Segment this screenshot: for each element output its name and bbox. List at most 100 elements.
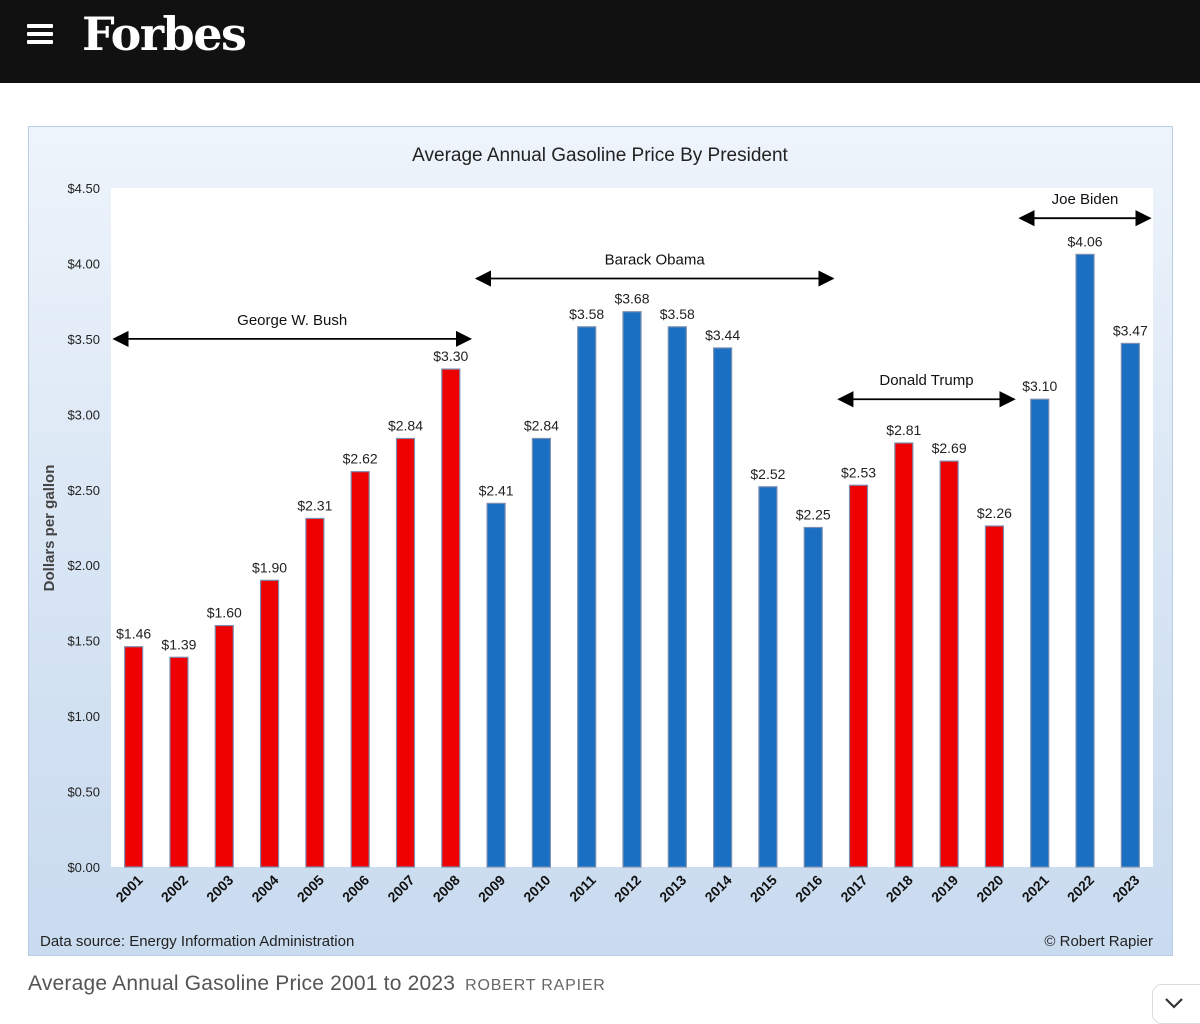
bar-2010 xyxy=(531,437,551,868)
president-annotations: George W. Bush Barack Obama Donald Trump Jo… xyxy=(112,191,1152,408)
x-tick-label: 2015 xyxy=(747,872,780,905)
bar-2004 xyxy=(259,579,280,868)
bars xyxy=(124,253,1140,868)
x-tick-label: 2019 xyxy=(928,872,961,905)
x-tick-label: 2022 xyxy=(1064,872,1097,905)
value-label: $2.53 xyxy=(841,464,876,480)
value-label: $2.25 xyxy=(796,507,831,523)
x-tick-label: 2010 xyxy=(520,872,553,905)
y-tick-label: $2.50 xyxy=(67,483,100,498)
bar-2014 xyxy=(713,347,733,868)
bar-2021 xyxy=(1030,398,1050,868)
expand-button[interactable] xyxy=(1152,984,1200,1024)
y-tick-label: $0.50 xyxy=(67,785,100,800)
president-label: Donald Trump xyxy=(879,372,973,389)
value-label: $2.84 xyxy=(524,417,559,433)
x-tick-label: 2003 xyxy=(203,872,236,905)
value-labels: $1.46 $1.39 $1.60 $1.90 $2.31 $2.62 $2.84 $3.30… xyxy=(116,233,1148,652)
value-label: $3.68 xyxy=(614,291,649,307)
y-tick-label: $4.00 xyxy=(67,256,100,271)
value-label: $1.90 xyxy=(252,559,287,575)
caption-credit: ROBERT RAPIER xyxy=(465,977,606,994)
x-tick-label: 2018 xyxy=(883,872,916,905)
value-label: $2.62 xyxy=(343,451,378,467)
value-label: $2.52 xyxy=(750,466,785,482)
bar-2023 xyxy=(1120,342,1140,868)
bar-2019 xyxy=(939,460,959,868)
value-label: $3.10 xyxy=(1022,378,1057,394)
bar-2007 xyxy=(395,437,416,868)
x-tick-label: 2005 xyxy=(294,872,327,905)
x-tick-label: 2014 xyxy=(701,872,734,905)
forbes-logo[interactable]: Forbes xyxy=(82,7,247,61)
value-label: $4.06 xyxy=(1068,233,1103,249)
x-tick-label: 2011 xyxy=(566,872,599,905)
x-tick-label: 2017 xyxy=(837,872,870,905)
bar-2009 xyxy=(486,502,506,868)
caption-text: Average Annual Gasoline Price 2001 to 20… xyxy=(28,972,456,995)
y-tick-label: $3.00 xyxy=(67,407,100,422)
bar-2022 xyxy=(1075,253,1095,868)
x-tick-label: 2007 xyxy=(384,872,417,905)
y-tick-label: $2.00 xyxy=(67,558,100,573)
president-label: Barack Obama xyxy=(605,252,706,269)
value-label: $1.60 xyxy=(207,605,242,621)
x-tick-label: 2008 xyxy=(430,872,463,905)
bar-2017 xyxy=(848,484,869,868)
bar-2005 xyxy=(305,517,325,868)
chart-title: Average Annual Gasoline Price By Preside… xyxy=(412,145,788,166)
hamburger-menu-icon[interactable] xyxy=(27,24,53,44)
x-tick-label: 2006 xyxy=(339,872,372,905)
x-axis-ticks: 2001 2002 2003 2004 2005 2006 2007 2008 2009 2010… xyxy=(112,872,1142,905)
y-tick-label: $1.00 xyxy=(67,709,100,724)
value-label: $2.41 xyxy=(479,482,514,498)
value-label: $3.58 xyxy=(660,306,695,322)
bar-2020 xyxy=(984,525,1005,868)
value-label: $1.46 xyxy=(116,626,151,642)
x-tick-label: 2023 xyxy=(1109,872,1142,905)
bar-2016 xyxy=(803,526,823,868)
bar-2018 xyxy=(894,442,914,868)
value-label: $2.26 xyxy=(977,505,1012,521)
x-tick-label: 2021 xyxy=(1019,872,1052,905)
y-tick-label: $3.50 xyxy=(67,332,100,347)
value-label: $3.58 xyxy=(569,306,604,322)
value-label: $2.69 xyxy=(932,440,967,456)
president-label: George W. Bush xyxy=(237,312,347,329)
x-tick-label: 2012 xyxy=(611,872,644,905)
bar-2013 xyxy=(667,326,687,868)
copyright-note: © Robert Rapier xyxy=(1044,933,1153,950)
x-tick-label: 2002 xyxy=(158,872,191,905)
value-label: $2.31 xyxy=(297,497,332,513)
bar-2006 xyxy=(350,471,370,868)
value-label: $3.47 xyxy=(1113,322,1148,338)
x-tick-label: 2016 xyxy=(792,872,825,905)
bar-2002 xyxy=(169,656,189,868)
value-label: $3.30 xyxy=(433,348,468,364)
bar-2011 xyxy=(577,326,597,868)
bar-2001 xyxy=(124,646,144,868)
y-tick-label: $0.00 xyxy=(67,860,100,875)
x-tick-label: 2013 xyxy=(656,872,689,905)
chevron-down-icon xyxy=(1165,998,1183,1009)
data-source-note: Data source: Energy Information Administ… xyxy=(40,933,354,950)
gasoline-price-chart: Average Annual Gasoline Price By Preside… xyxy=(40,145,1153,950)
value-label: $2.81 xyxy=(886,422,921,438)
bar-2003 xyxy=(214,624,234,868)
value-label: $2.84 xyxy=(388,417,423,433)
site-header: Forbes xyxy=(0,0,1200,83)
y-axis-label: Dollars per gallon xyxy=(41,465,58,592)
y-tick-label: $4.50 xyxy=(67,181,100,196)
bar-2012 xyxy=(622,311,642,868)
x-tick-label: 2009 xyxy=(475,872,508,905)
x-tick-label: 2020 xyxy=(973,872,1006,905)
bar-2015 xyxy=(758,486,778,868)
y-tick-label: $1.50 xyxy=(67,634,100,649)
bar-2008 xyxy=(441,368,461,868)
x-tick-label: 2004 xyxy=(248,872,281,905)
image-caption: Average Annual Gasoline Price 2001 to 20… xyxy=(28,972,606,996)
president-label: Joe Biden xyxy=(1052,191,1119,208)
value-label: $1.39 xyxy=(161,636,196,652)
y-axis-ticks: $0.00 $0.50 $1.00 $1.50 $2.00 $2.50 $3.00 $3.50… xyxy=(67,181,100,875)
x-tick-label: 2001 xyxy=(112,872,145,905)
